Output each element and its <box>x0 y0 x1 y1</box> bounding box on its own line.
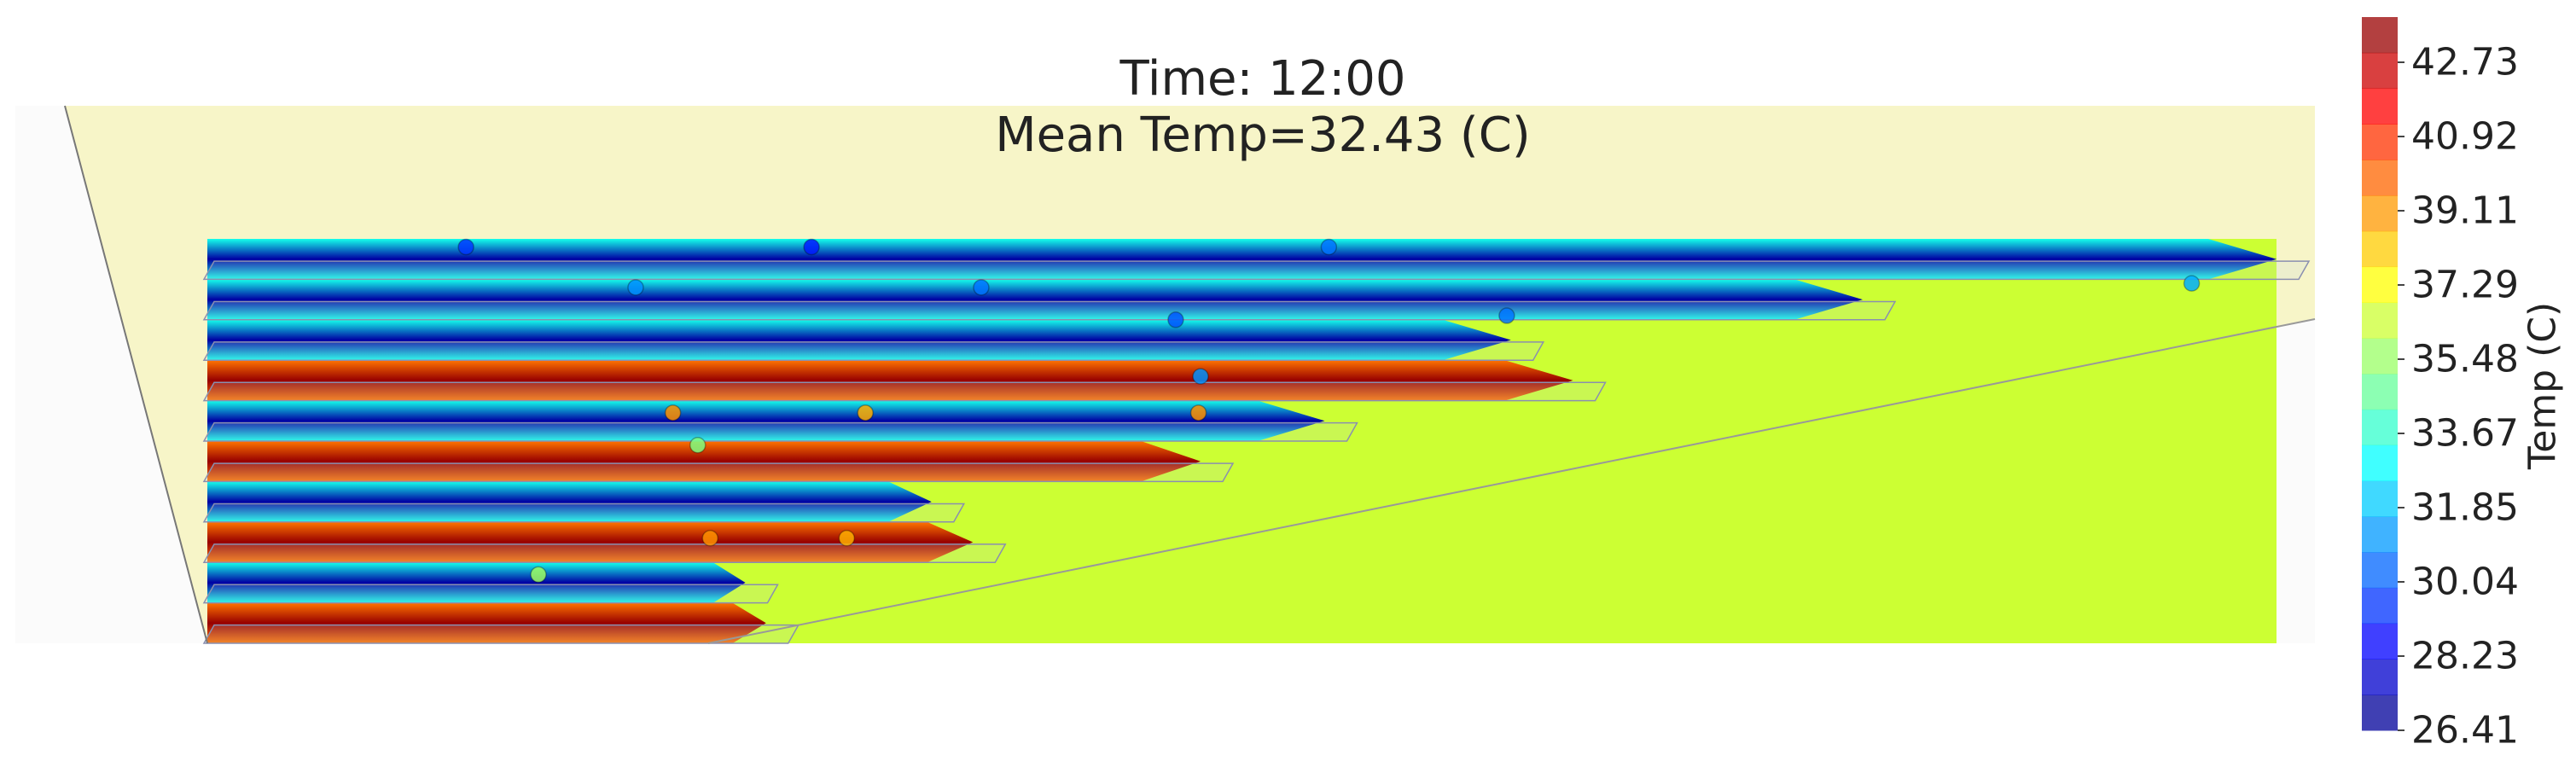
panel-outline <box>202 300 1897 321</box>
colorbar-segment <box>2362 516 2398 553</box>
perspective-edge-left <box>64 105 208 644</box>
colorbar-segment <box>2362 266 2398 303</box>
panel-outlines <box>202 260 2311 644</box>
panel-strip <box>207 400 1325 441</box>
colorbar-tick-label: 30.04 <box>2411 560 2519 604</box>
colorbar-tick-label: 35.48 <box>2411 337 2519 381</box>
colorbar-label: Temp (C) <box>2521 301 2565 470</box>
sensor-marker <box>530 566 547 584</box>
panel-outline <box>202 381 1607 402</box>
sensor-marker <box>457 238 474 256</box>
colorbar-segment <box>2362 445 2398 481</box>
colorbar-segment <box>2362 160 2398 196</box>
chart-title-mean-temp: Mean Temp=32.43 (C) <box>995 107 1531 163</box>
sensor-marker <box>627 279 644 296</box>
panel-strip <box>207 239 2277 280</box>
colorbar-segment <box>2362 374 2398 410</box>
panel-outline <box>202 462 1235 483</box>
panel-strip <box>207 521 974 563</box>
sensor-marker <box>838 530 856 547</box>
colorbar <box>2362 17 2404 731</box>
sensor-marker <box>1498 307 1515 324</box>
floor-shading <box>15 106 207 643</box>
sensor-marker <box>689 436 707 454</box>
colorbar-tick-label: 40.92 <box>2411 114 2519 159</box>
sensor-marker <box>1167 311 1184 328</box>
colorbar-segment <box>2362 52 2398 90</box>
colorbar-segment <box>2362 124 2398 160</box>
sensor-marker <box>803 238 820 256</box>
sensor-marker <box>664 404 682 421</box>
colorbar-tick-label: 26.41 <box>2411 708 2519 752</box>
colorbar-segment <box>2362 302 2398 339</box>
panel-outline <box>202 421 1358 442</box>
panel-outline <box>202 543 1007 563</box>
chart-title-time: Time: 12:00 <box>1119 51 1406 107</box>
sensor-marker <box>2183 275 2201 292</box>
panel-strip <box>207 279 1863 320</box>
colorbar-tick-label: 31.85 <box>2411 485 2519 530</box>
sensor-marker <box>1192 368 1209 385</box>
sensor-marker <box>857 404 874 421</box>
colorbar-segment <box>2362 338 2398 375</box>
colorbar-segment <box>2362 623 2398 660</box>
panel-strip <box>207 360 1573 401</box>
sensor-marker <box>1320 238 1338 256</box>
panel-strip <box>207 441 1201 482</box>
colorbar-segment <box>2362 195 2398 232</box>
sensor-marker <box>973 279 990 296</box>
colorbar-tick-label: 37.29 <box>2411 263 2519 307</box>
colorbar-segment <box>2362 409 2398 446</box>
colorbar-tick-label: 39.11 <box>2411 189 2519 233</box>
colorbar-segment <box>2362 552 2398 589</box>
perspective-edge-right <box>707 318 2316 644</box>
panel-strip <box>207 562 746 603</box>
colorbar-segment <box>2362 88 2398 125</box>
panel-strip <box>207 481 932 522</box>
colorbar-segment <box>2362 17 2398 54</box>
panel-outline <box>202 584 779 604</box>
colorbar-tick-label: 33.67 <box>2411 411 2519 456</box>
panel-outline <box>202 503 966 523</box>
colorbar-segment <box>2362 694 2398 731</box>
sensor-marker <box>1189 404 1207 421</box>
panel-outline <box>202 341 1545 361</box>
panel-strip <box>207 602 766 643</box>
panel-outline <box>202 260 2311 281</box>
colorbar-segment <box>2362 480 2398 517</box>
panel-strip <box>207 319 1511 361</box>
sensor-marker <box>701 530 719 547</box>
panel-outline <box>202 624 800 644</box>
colorbar-segment <box>2362 659 2398 695</box>
colorbar-segment <box>2362 587 2398 625</box>
sensor-markers <box>457 238 2201 584</box>
colorbar-tick-label: 28.23 <box>2411 634 2519 678</box>
panel-strips <box>207 239 2277 643</box>
colorbar-tick-label: 42.73 <box>2411 40 2519 84</box>
colorbar-segment <box>2362 230 2398 268</box>
